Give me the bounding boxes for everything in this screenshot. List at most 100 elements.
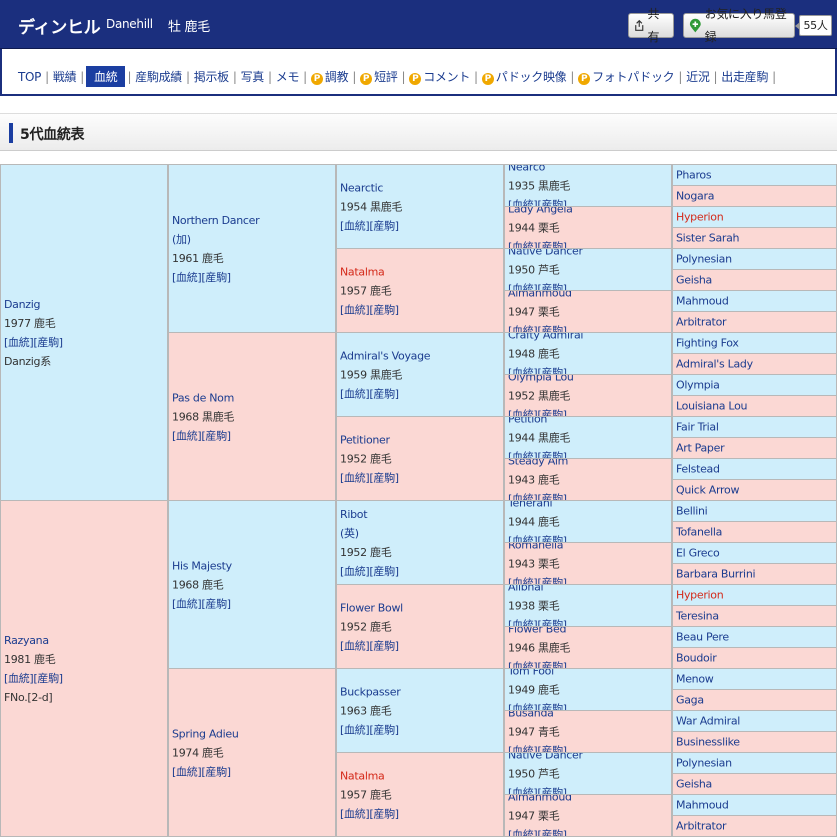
nav-link[interactable]: 出走産駒 [719, 68, 770, 85]
horse-name-link[interactable]: Businesslike [676, 735, 740, 749]
horse-name-link[interactable]: Buckpasser [340, 685, 401, 698]
horse-name-link[interactable]: Natalma [340, 769, 385, 782]
horse-name-link[interactable]: Arbitrator [676, 315, 727, 329]
pedigree-link[interactable]: [血統] [508, 366, 538, 375]
horse-name-link[interactable]: Busanda [508, 710, 554, 719]
horse-name-link[interactable]: Art Paper [676, 441, 725, 455]
pedigree-link[interactable]: [血統] [508, 492, 538, 501]
pedigree-link[interactable]: [血統] [508, 576, 538, 585]
nav-link[interactable]: 近況 [684, 68, 711, 85]
progeny-link[interactable]: [産駒] [537, 240, 567, 249]
horse-name-link[interactable]: Nearctic [340, 181, 384, 194]
horse-name-link[interactable]: Admiral's Voyage [340, 349, 431, 362]
horse-name-link[interactable]: Ribot [340, 507, 368, 521]
pedigree-link[interactable]: [血統] [508, 744, 538, 753]
share-button[interactable]: 共有 [628, 7, 674, 44]
nav-link[interactable]: 産駒成績 [133, 68, 184, 85]
progeny-link[interactable]: [産駒] [537, 660, 567, 669]
nav-link[interactable]: P コメント [407, 68, 472, 85]
nav-item-10[interactable]: P パドック映像 | [480, 66, 576, 87]
horse-name-link[interactable]: Teresina [676, 609, 719, 623]
horse-name-link[interactable]: Lady Angela [508, 206, 573, 215]
progeny-link[interactable]: [産駒] [537, 576, 567, 585]
pedigree-link[interactable]: [血統] [340, 807, 370, 820]
progeny-link[interactable]: [産駒] [537, 492, 567, 501]
nav-link[interactable]: 戦績 [51, 68, 78, 85]
pedigree-link[interactable]: [血統] [340, 303, 370, 316]
nav-link[interactable]: P 短評 [358, 68, 399, 85]
horse-name-link[interactable]: Crafty Admiral [508, 332, 584, 341]
horse-name-link[interactable]: Flower Bowl [340, 601, 403, 614]
horse-name-link[interactable]: Fair Trial [676, 420, 719, 434]
pedigree-link[interactable]: [血統] [508, 702, 538, 711]
horse-name-link[interactable]: Geisha [676, 777, 712, 791]
horse-name-link[interactable]: Alibhai [508, 584, 544, 593]
pedigree-link[interactable]: [血統] [340, 219, 370, 232]
nav-item-4[interactable]: 掲示板 | [192, 66, 239, 87]
horse-name-link[interactable]: Polynesian [676, 252, 732, 266]
horse-name-link[interactable]: Natalma [340, 265, 385, 278]
pedigree-link[interactable]: [血統] [508, 828, 538, 837]
horse-name-link[interactable]: Petition [508, 416, 548, 425]
horse-name-link[interactable]: Gaga [676, 693, 704, 707]
nav-link[interactable]: P フォトパドック [576, 68, 676, 85]
progeny-link[interactable]: [産駒] [201, 429, 231, 442]
horse-name-link[interactable]: Hyperion [676, 210, 724, 224]
horse-name-link[interactable]: War Admiral [676, 714, 741, 728]
nav-link[interactable]: メモ [274, 68, 301, 85]
horse-name-link[interactable]: Admiral's Lady [676, 357, 753, 371]
nav-item-1[interactable]: 戦績 | [51, 66, 86, 87]
horse-name-link[interactable]: Pharos [676, 168, 712, 182]
pedigree-link[interactable]: [血統] [172, 597, 202, 610]
horse-name-link[interactable]: Mahmoud [676, 798, 729, 812]
nav-item-12[interactable]: 近況 | [684, 66, 719, 87]
progeny-link[interactable]: [産駒] [537, 534, 567, 543]
horse-name-link[interactable]: Steady Aim [508, 458, 569, 467]
horse-name-link[interactable]: Razyana [4, 633, 49, 647]
horse-name-link[interactable]: Boudoir [676, 651, 717, 665]
pedigree-link[interactable]: [血統] [508, 660, 538, 669]
horse-name-link[interactable]: Flower Bed [508, 626, 567, 635]
pedigree-link[interactable]: [血統] [4, 335, 34, 349]
progeny-link[interactable]: [産駒] [33, 671, 63, 685]
pedigree-link[interactable]: [血統] [508, 240, 538, 249]
horse-name-link[interactable]: His Majesty [172, 559, 232, 572]
horse-name-link[interactable]: Barbara Burrini [676, 567, 756, 581]
progeny-link[interactable]: [産駒] [537, 366, 567, 375]
nav-item-13[interactable]: 出走産駒 | [719, 66, 778, 87]
progeny-link[interactable]: [産駒] [369, 807, 399, 820]
progeny-link[interactable]: [産駒] [201, 270, 231, 284]
horse-name-link[interactable]: Quick Arrow [676, 483, 740, 497]
horse-name-link[interactable]: Petitioner [340, 433, 390, 446]
horse-name-link[interactable]: Hyperion [676, 588, 724, 602]
horse-name-link[interactable]: Tofanella [676, 525, 723, 539]
pedigree-link[interactable]: [血統] [172, 765, 202, 778]
pedigree-link[interactable]: [血統] [508, 282, 538, 291]
pedigree-link[interactable]: [血統] [340, 723, 370, 736]
pedigree-link[interactable]: [血統] [508, 324, 538, 333]
nav-item-3[interactable]: 産駒成績 | [133, 66, 192, 87]
horse-name-link[interactable]: Arbitrator [676, 819, 727, 833]
progeny-link[interactable]: [産駒] [537, 618, 567, 627]
horse-name-link[interactable]: Mahmoud [676, 294, 729, 308]
horse-name-link[interactable]: Tenerani [508, 500, 553, 509]
pedigree-link[interactable]: [血統] [508, 618, 538, 627]
nav-link[interactable]: P 調教 [309, 68, 350, 85]
pedigree-link[interactable]: [血統] [340, 639, 370, 652]
progeny-link[interactable]: [産駒] [369, 723, 399, 736]
horse-name-link[interactable]: Olympia Lou [508, 374, 574, 383]
horse-name-link[interactable]: Spring Adieu [172, 727, 239, 740]
progeny-link[interactable]: [産駒] [369, 639, 399, 652]
nav-item-11[interactable]: P フォトパドック | [576, 66, 684, 87]
nav-item-9[interactable]: P コメント | [407, 66, 480, 87]
progeny-link[interactable]: [産駒] [537, 786, 567, 795]
nav-link[interactable]: 写真 [239, 68, 266, 85]
horse-name-link[interactable]: Native Dancer [508, 248, 583, 257]
pedigree-link[interactable]: [血統] [508, 198, 538, 207]
nav-item-8[interactable]: P 短評 | [358, 66, 407, 87]
horse-name-link[interactable]: Native Dancer [508, 752, 583, 761]
progeny-link[interactable]: [産駒] [537, 282, 567, 291]
nav-item-2[interactable]: 血統 | [86, 66, 133, 87]
progeny-link[interactable]: [産駒] [201, 765, 231, 778]
horse-name-link[interactable]: Sister Sarah [676, 231, 740, 245]
